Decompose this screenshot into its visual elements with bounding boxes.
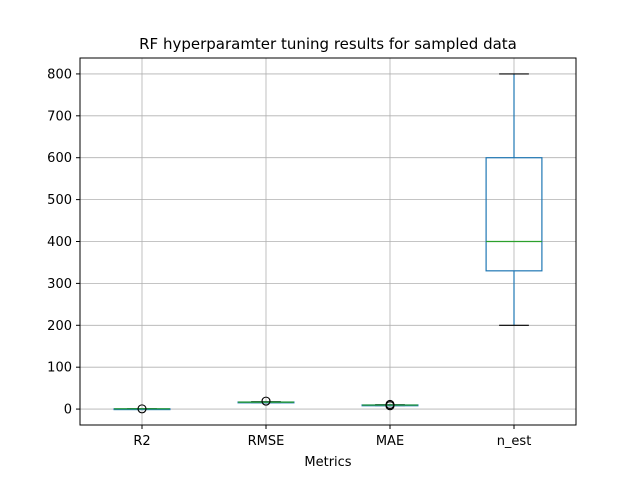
y-tick-label: 400: [47, 235, 72, 250]
x-tick-label: MAE: [376, 434, 404, 449]
ticks: 0 100 200 300 400 500 600 700 800 R2 RMSE MAE n_est: [47, 67, 531, 449]
x-tick-label: RMSE: [248, 434, 285, 449]
boxes: [113, 73, 543, 414]
box-group-n-est: [485, 73, 543, 326]
y-tick-label: 700: [47, 109, 72, 124]
iqr-box: [485, 157, 543, 272]
x-tick-label: n_est: [497, 434, 532, 449]
y-tick-label: 0: [64, 403, 72, 418]
chart-title: RF hyperparamter tuning results for samp…: [139, 35, 517, 53]
y-tick-label: 800: [47, 67, 72, 82]
box-group-r2: [113, 404, 171, 414]
y-tick-label: 500: [47, 193, 72, 208]
y-tick-label: 300: [47, 277, 72, 292]
x-axis-label: Metrics: [304, 455, 351, 470]
outlier-point: [137, 404, 147, 414]
box-group-rmse: [237, 396, 295, 406]
box-group-mae: [361, 399, 419, 411]
outlier-point: [261, 396, 271, 406]
outlier-point: [385, 401, 395, 411]
y-tick-label: 600: [47, 151, 72, 166]
x-tick-label: R2: [133, 434, 150, 449]
y-tick-label: 100: [47, 361, 72, 376]
y-tick-label: 200: [47, 319, 72, 334]
